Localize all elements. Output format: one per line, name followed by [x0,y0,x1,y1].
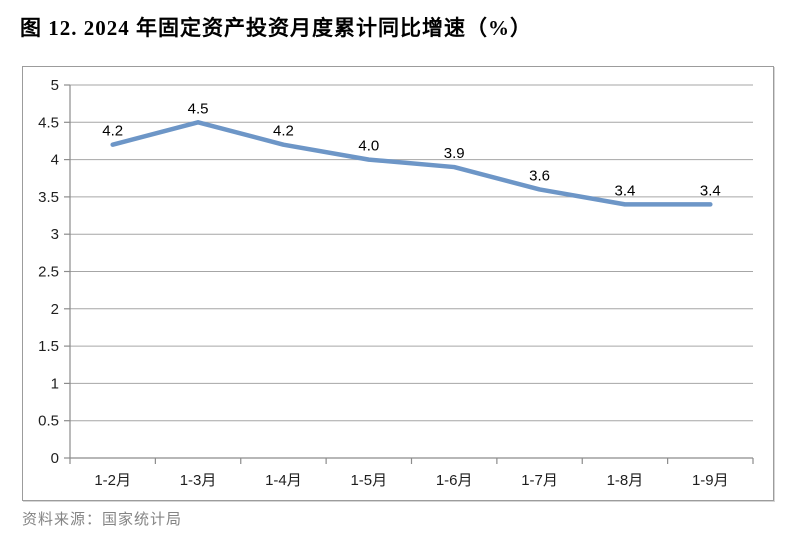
data-label: 4.5 [188,100,209,117]
figure-title: 图 12. 2024 年固定资产投资月度累计同比增速（%） [20,16,532,40]
x-category-label: 1-4月 [265,472,302,489]
data-label: 3.6 [529,167,550,184]
data-series [110,120,713,207]
y-tick-label: 1 [51,375,59,392]
data-labels: 4.2 4.5 4.2 4.0 3.9 3.6 3.4 3.4 [102,100,720,199]
y-tick-label: 4.5 [38,114,59,131]
data-label: 3.4 [615,182,636,199]
x-category-label: 1-2月 [94,472,131,489]
data-label: 4.2 [273,123,294,140]
x-category-label: 1-5月 [350,472,387,489]
data-label: 4.0 [358,138,379,155]
y-tick-label: 0.5 [38,413,59,430]
x-category-label: 1-6月 [436,472,473,489]
chart-container: 5 4.5 4 3.5 3 2.5 2 1.5 1 0.5 0 1-2月 1-3月 1-4月 1-5月 1-6… [22,66,774,501]
data-label: 3.9 [444,145,465,162]
y-tick-label: 3.5 [38,189,59,206]
line-chart: 5 4.5 4 3.5 3 2.5 2 1.5 1 0.5 0 1-2月 1-3月 1-4月 1-5月 1-6… [38,77,754,489]
y-tick-label: 0 [51,450,59,467]
x-category-label: 1-9月 [692,472,729,489]
source-note: 资料来源：国家统计局 [22,512,183,528]
gridlines [70,84,753,459]
y-tick-label: 4 [51,152,59,169]
y-axis: 5 4.5 4 3.5 3 2.5 2 1.5 1 0.5 0 [38,77,71,467]
series-line [110,120,713,207]
data-label: 3.4 [700,182,721,199]
x-category-label: 1-7月 [521,472,558,489]
data-label: 4.2 [102,123,123,140]
y-tick-label: 2.5 [38,264,59,281]
x-category-label: 1-3月 [180,472,217,489]
x-axis: 1-2月 1-3月 1-4月 1-5月 1-6月 1-7月 1-8月 1-9月 [69,457,754,489]
y-tick-label: 2 [51,301,59,318]
y-tick-label: 1.5 [38,338,59,355]
y-tick-label: 3 [51,226,59,243]
y-tick-label: 5 [51,77,59,94]
x-category-label: 1-8月 [607,472,644,489]
